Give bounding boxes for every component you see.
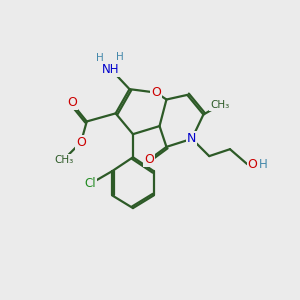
Text: O: O: [151, 86, 161, 99]
Text: O: O: [67, 97, 77, 110]
Text: Cl: Cl: [84, 177, 96, 190]
Text: CH₃: CH₃: [54, 154, 73, 165]
Text: NH: NH: [102, 63, 120, 76]
Text: N: N: [187, 132, 196, 145]
Text: O: O: [248, 158, 257, 171]
Text: CH₃: CH₃: [210, 100, 229, 110]
Text: H: H: [96, 53, 103, 63]
Text: H: H: [116, 52, 124, 62]
Text: H: H: [259, 158, 268, 171]
Text: O: O: [76, 136, 86, 149]
Text: O: O: [144, 153, 154, 166]
